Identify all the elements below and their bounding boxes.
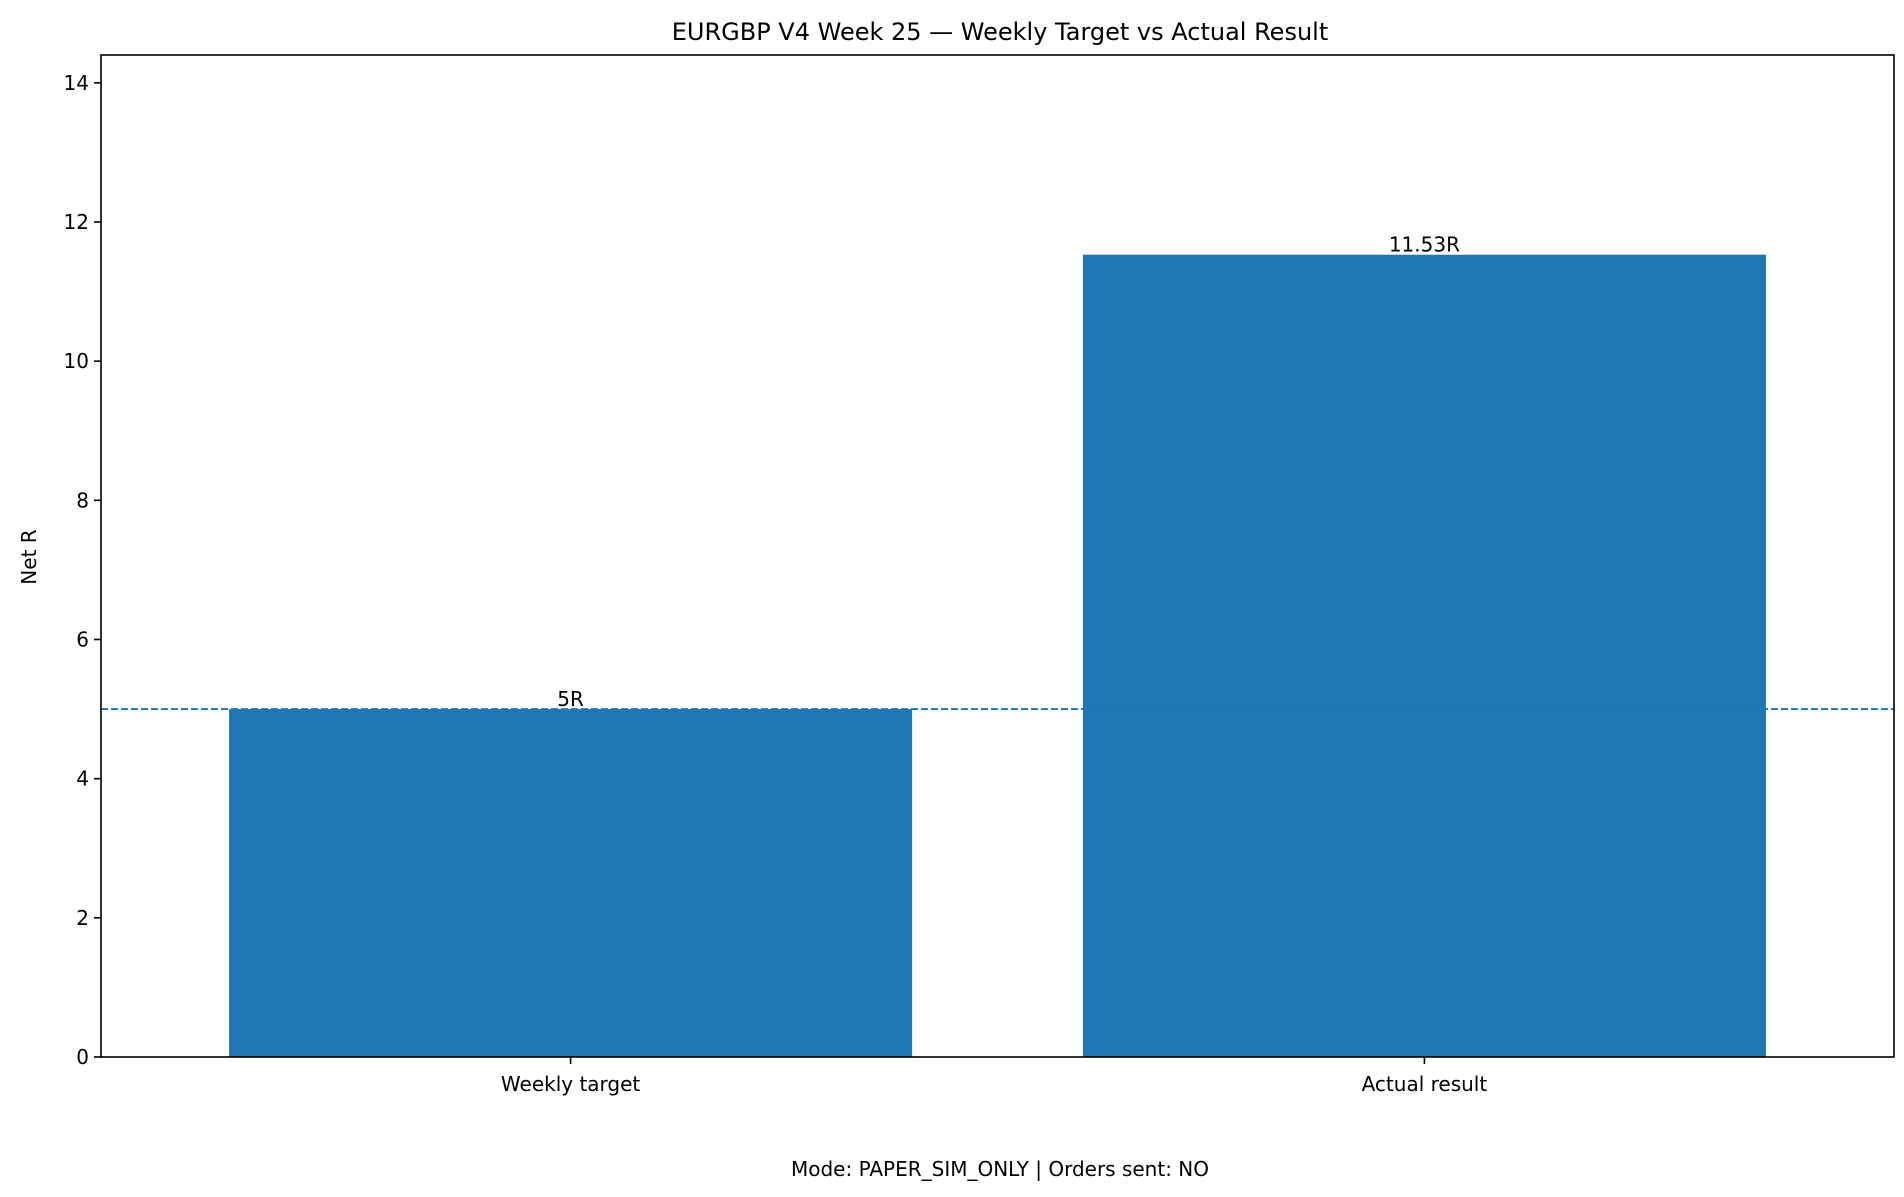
y-tick-label: 14 [64, 71, 89, 95]
x-tick-label: Actual result [1362, 1072, 1488, 1096]
bar-value-labels: 5R 11.53R [557, 233, 1460, 711]
y-tick-label: 4 [76, 767, 89, 791]
bar [229, 709, 913, 1057]
bar-value-label: 5R [557, 687, 584, 711]
y-tick-label: 8 [76, 488, 89, 512]
bar-value-label: 11.53R [1389, 233, 1460, 257]
plot-frame [100, 54, 1895, 1058]
footer-text: Mode: PAPER_SIM_ONLY | Orders sent: NO [791, 1157, 1209, 1181]
chart-title: EURGBP V4 Week 25 — Weekly Target vs Act… [672, 18, 1329, 46]
y-axis-label: Net R [17, 529, 41, 584]
x-axis: Weekly target Actual result [501, 1057, 1487, 1096]
y-tick-label: 2 [76, 906, 89, 930]
y-tick-label: 12 [64, 210, 89, 234]
y-tick-label: 0 [76, 1045, 89, 1069]
y-tick-label: 6 [76, 628, 89, 652]
bar [1082, 254, 1766, 1057]
y-axis: 0 2 4 6 8 10 12 14 [64, 71, 101, 1069]
bars [229, 254, 1766, 1057]
y-tick-label: 10 [64, 349, 89, 373]
x-tick-label: Weekly target [501, 1072, 641, 1096]
